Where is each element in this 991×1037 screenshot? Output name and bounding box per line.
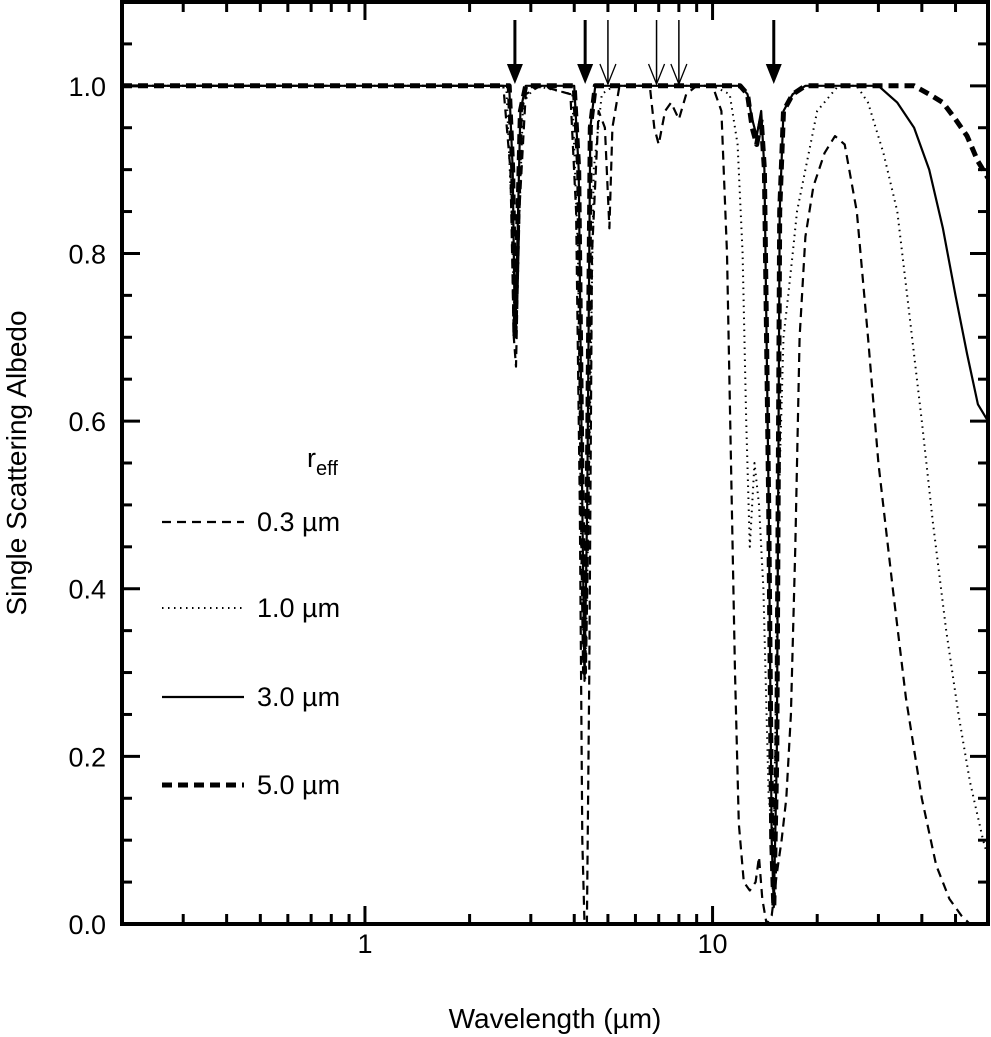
- y-tick-label: 0.6: [68, 407, 106, 437]
- plot-frame: [120, 0, 990, 926]
- legend-label: 1.0 µm: [257, 593, 340, 623]
- open-arrow-icon: [599, 20, 617, 86]
- y-tick-label: 0.8: [68, 239, 106, 269]
- legend-entry: 3.0 µm: [162, 682, 340, 712]
- y-tick-label: 0.2: [68, 742, 106, 772]
- series-line-0-3-m: [122, 84, 988, 924]
- y-tick-label: 0.4: [68, 575, 106, 605]
- tick-labels: 1 10 0.0 0.2 0.4 0.6 0.8 1.0: [68, 72, 727, 959]
- series-layer: [122, 83, 988, 924]
- legend-title: reff: [307, 443, 338, 480]
- legend: reff 0.3 µm 1.0 µm 3.0 µm 5.0 µm: [162, 443, 340, 800]
- open-arrow-icon: [670, 20, 688, 86]
- legend-entry: 0.3 µm: [162, 507, 340, 537]
- series-line-5-0-m: [122, 83, 988, 910]
- filled-arrow-icon: [506, 20, 523, 84]
- legend-label: 0.3 µm: [257, 507, 340, 537]
- legend-label: 5.0 µm: [257, 770, 340, 800]
- legend-label: 3.0 µm: [257, 682, 340, 712]
- open-arrow-icon: [647, 20, 666, 86]
- x-axis-label: Wavelength (µm): [449, 1003, 662, 1034]
- y-axis-label: Single Scattering Albedo: [1, 310, 32, 615]
- x-tick-label: 1: [357, 929, 372, 959]
- legend-entry: 1.0 µm: [162, 593, 340, 623]
- x-tick-label: 10: [698, 929, 728, 959]
- y-tick-label: 0.0: [68, 910, 106, 940]
- legend-entry: 5.0 µm: [162, 770, 340, 800]
- series-line-3-0-m: [122, 84, 988, 909]
- axes: [120, 0, 990, 926]
- filled-arrow-icon: [577, 20, 594, 84]
- absorption-arrows: [506, 20, 782, 86]
- series-line-1-0-m: [122, 84, 988, 858]
- y-tick-label: 1.0: [68, 72, 106, 102]
- filled-arrow-icon: [765, 20, 782, 84]
